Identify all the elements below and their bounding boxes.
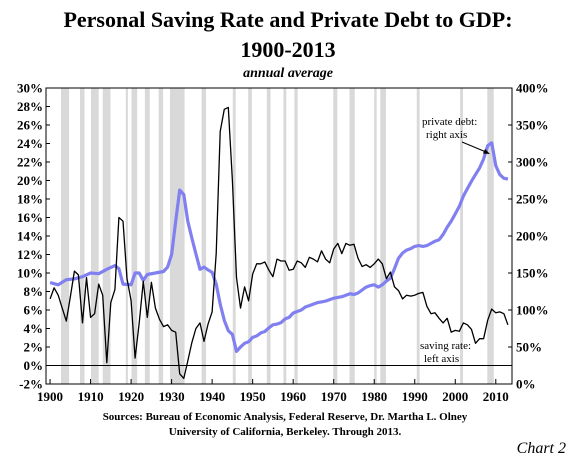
recession-band-16 — [349, 88, 355, 384]
x-tick-label-6: 1960 — [280, 389, 306, 404]
recession-band-8 — [169, 88, 185, 384]
recession-bands — [60, 88, 494, 384]
left-tick-label-13: 24% — [17, 136, 43, 151]
recession-band-17 — [374, 88, 377, 384]
recession-band-6 — [144, 88, 150, 384]
recession-band-18 — [380, 88, 386, 384]
left-tick-label-6: 10% — [17, 266, 43, 281]
recession-band-4 — [125, 88, 128, 384]
annotation-arrow-line — [461, 141, 487, 153]
left-tick-label-12: 22% — [17, 155, 43, 170]
right-tick-label-4: 200% — [516, 229, 549, 244]
x-tick-label-9: 1990 — [402, 389, 428, 404]
annotation-arrow-head — [483, 149, 490, 154]
x-tick-label-4: 1940 — [199, 389, 225, 404]
recession-band-5 — [131, 88, 138, 384]
left-tick-label-2: 2% — [24, 340, 44, 355]
annotation-private-debt-line1: private debt: — [422, 116, 477, 128]
right-tick-label-5: 250% — [516, 192, 549, 207]
x-tick-label-2: 1920 — [118, 389, 144, 404]
recession-band-15 — [333, 88, 338, 384]
source-line2: University of California, Berkeley. Thro… — [169, 426, 402, 438]
left-tick-label-0: -2% — [19, 377, 43, 392]
x-tick-label-10: 2000 — [442, 389, 468, 404]
right-axis-ticks: 0% 50% 100% 150% 200% 250% 300% 350% 400% — [508, 81, 549, 392]
right-tick-label-2: 100% — [516, 303, 549, 318]
right-tick-label-0: 0% — [516, 377, 536, 392]
x-tick-label-8: 1980 — [361, 389, 387, 404]
left-tick-label-4: 6% — [24, 303, 44, 318]
recession-band-7 — [158, 88, 164, 384]
left-tick-label-14: 26% — [17, 118, 43, 133]
series-line-saving-rate — [49, 106, 509, 380]
left-tick-label-1: 0% — [24, 358, 44, 373]
left-tick-label-7: 12% — [17, 247, 43, 262]
recession-band-19 — [416, 88, 420, 384]
right-tick-label-8: 400% — [516, 81, 549, 96]
annotation-saving-rate-line2: left axis — [424, 353, 459, 365]
chart-subtitle: annual average — [243, 66, 333, 81]
recession-band-13 — [283, 88, 287, 384]
right-tick-label-3: 150% — [516, 266, 549, 281]
recession-band-9 — [201, 88, 207, 384]
recession-band-2 — [90, 88, 99, 384]
recession-band-20 — [460, 88, 463, 384]
left-tick-label-10: 18% — [17, 192, 43, 207]
series-line-private-debt — [49, 141, 509, 353]
x-tick-label-1: 1910 — [78, 389, 104, 404]
recession-band-21 — [487, 88, 494, 384]
left-tick-label-16: 30% — [17, 81, 43, 96]
chart-title-line2: 1900-2013 — [240, 37, 335, 62]
x-tick-label-3: 1930 — [159, 389, 185, 404]
right-tick-label-7: 350% — [516, 118, 549, 133]
left-tick-label-5: 8% — [24, 284, 44, 299]
annotation-private-debt: private debt: right axis — [422, 116, 490, 154]
annotation-saving-rate-line1: saving rate: — [420, 340, 471, 352]
x-axis-ticks: 1900 1910 1920 1930 1940 1950 1960 1970 1980 1990… — [37, 379, 509, 404]
left-tick-label-3: 4% — [24, 321, 44, 336]
left-tick-label-15: 28% — [17, 99, 43, 114]
left-tick-label-9: 16% — [17, 210, 43, 225]
chart-title-line1: Personal Saving Rate and Private Debt to… — [63, 7, 512, 32]
right-tick-label-1: 50% — [516, 340, 542, 355]
annotation-saving-rate: saving rate: left axis — [420, 340, 471, 365]
recession-band-12 — [266, 88, 271, 384]
source-line1: Sources: Bureau of Economic Analysis, Fe… — [103, 411, 468, 423]
x-tick-label-11: 2010 — [483, 389, 509, 404]
left-axis-ticks: -2% 0% 2% 4% 6% 8% 10% 12% 14% 16% 18% 20% 22% 24% 26%… — [17, 81, 50, 392]
chart-tag: Chart 2 — [517, 440, 566, 457]
recession-band-0 — [60, 88, 70, 384]
annotation-private-debt-line2: right axis — [426, 129, 467, 141]
x-tick-label-7: 1970 — [321, 389, 347, 404]
right-tick-label-6: 300% — [516, 155, 549, 170]
x-tick-label-5: 1950 — [240, 389, 266, 404]
recession-band-3 — [102, 88, 111, 384]
recession-band-1 — [80, 88, 85, 384]
left-tick-label-8: 14% — [17, 229, 43, 244]
x-tick-label-0: 1900 — [37, 389, 63, 404]
left-tick-label-11: 20% — [17, 173, 43, 188]
series-lines — [49, 106, 509, 380]
recession-band-11 — [248, 88, 252, 384]
recession-band-14 — [294, 88, 298, 384]
